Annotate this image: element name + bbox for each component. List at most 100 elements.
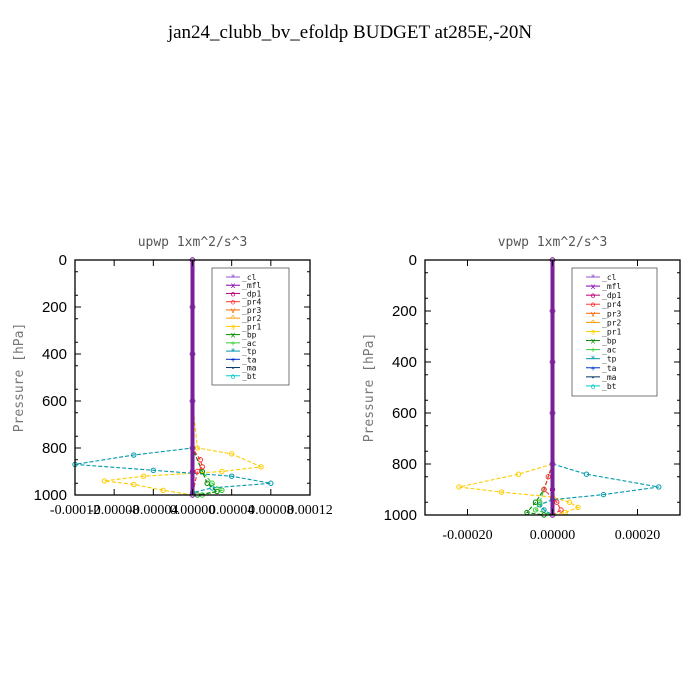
legend-box [571,267,658,397]
series-point-pr1 [575,504,581,511]
series-point-pr1 [160,487,166,493]
panel-2: vpwp 1xm^2/s^3 Pressure [hPa] 0 200 400 600 80… [362,235,681,543]
x-tick-label: -0.00012 [50,503,100,518]
legend-marker: o [591,291,596,300]
y-tick-label: 400 [392,354,417,371]
x-tick-label: 0.00008 [248,503,294,518]
legend-label: _pr2 [242,314,261,323]
series-point-tp [150,467,157,474]
legend-label: _pr3 [242,306,261,315]
legend-label: _tp [602,355,617,364]
series-point-pr1 [515,471,522,477]
legend-label: _dp1 [602,291,621,300]
legend-marker: o [591,382,596,391]
legend-label: _mfl [602,282,621,291]
legend-label: _pr3 [602,309,621,318]
y-tick-label: 0 [59,252,67,269]
legend-marker: + [591,346,596,355]
y-tick-label: 1000 [34,487,67,504]
legend-label: _ma [242,364,257,373]
legend-label: _bp [242,331,257,340]
series-point-tp [228,473,235,479]
series-point-bp [214,488,220,495]
series-point-tp [537,502,543,508]
legend-label: _mfl [242,281,261,290]
legend-marker: + [591,364,596,373]
series-point-tp [600,491,607,498]
legend-marker: ^ [591,318,596,327]
y-tick-label: 200 [392,303,417,320]
x-tick-label: -0.00020 [442,528,492,543]
legend-label: _bp [602,337,617,346]
series-point-pr1 [131,481,137,488]
legend-marker: o [231,298,236,307]
series-point-pr1 [258,464,264,470]
legend-marker: * [591,355,596,364]
series-point-tp [656,484,662,490]
legend-marker: x [231,331,236,340]
legend-marker: + [231,355,236,364]
legend-marker: * [231,273,236,282]
legend-marker: x [231,281,236,290]
y-tick-label: 800 [42,440,67,457]
legend-marker: v [231,306,236,315]
legend-marker: s [231,322,236,331]
series-point-pr4 [554,499,560,505]
y-tick-label: 600 [392,405,417,422]
legend-marker: ^ [231,314,236,323]
legend-label: _pr1 [242,322,261,331]
series-point-pr4 [558,507,564,513]
y-tick-label: 200 [42,299,67,316]
legend-label: _pr1 [602,327,621,336]
legend-label: _pr4 [242,298,261,307]
y-axis-label: Pressure [hPa] [12,323,27,433]
legend-marker: v [591,309,596,318]
series-point-pr4 [545,474,551,480]
x-tick-label: 0.00000 [530,528,576,543]
series-point-tp [268,480,274,486]
zero-column [550,260,555,515]
series-point-pr4 [199,464,205,470]
x-tick-label: 0.00004 [209,503,255,518]
legend-label: _cl [602,273,617,282]
legend-marker: * [231,347,236,356]
series-point-pr1 [219,468,225,475]
panel-title: upwp 1xm^2/s^3 [138,235,248,250]
series-point-pr1 [101,478,108,484]
legend-label: _cl [242,273,257,282]
series-point-pr1 [456,484,462,490]
legend-marker: - [231,364,236,373]
legend-marker: o [231,289,236,298]
legend-label: _ac [602,346,617,355]
legend-label: _tp [242,347,257,356]
series-point-pr4 [197,457,204,463]
legend-label: _ta [242,355,257,364]
y-tick-label: 0 [409,252,417,269]
series-point-tp [131,452,137,458]
legend-marker: - [591,373,596,382]
legend-label: _ta [602,364,617,373]
legend-label: _ac [242,339,257,348]
legend-marker: x [591,282,596,291]
zero-column [190,260,195,495]
legend-label: _pr2 [602,318,621,327]
series-line-pr4 [543,260,562,516]
x-tick-label: -0.00008 [89,503,139,518]
series-point-ac [532,507,539,513]
series-point-ac [219,487,225,493]
legend-marker: + [231,339,236,348]
legend-label: _dp1 [242,289,261,298]
x-tick-label: -0.00004 [128,503,178,518]
series-point-pr1 [140,473,147,479]
figure-title: jan24_clubb_bv_efoldp BUDGET at285E,-20N [167,22,533,43]
series-point-bp [532,499,539,505]
series-point-pr1 [566,499,573,505]
x-tick-label: 0.00000 [170,503,216,518]
y-tick-label: 600 [42,393,67,410]
legend-marker: s [591,327,596,336]
panel-1: upwp 1xm^2/s^3 Pressure [hPa] 0 200 400 600 80… [12,235,333,518]
series-point-pr4 [541,486,547,493]
